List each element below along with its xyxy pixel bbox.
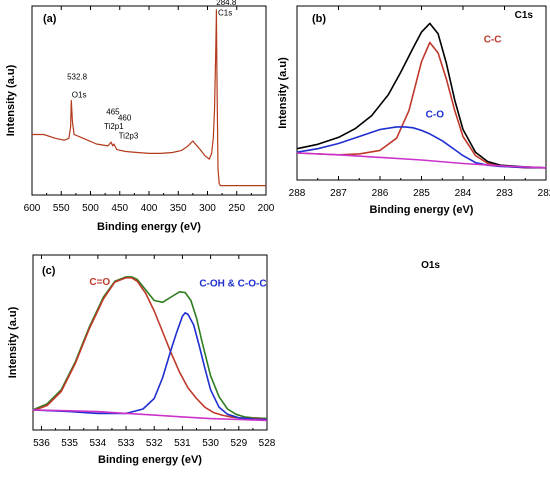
x-tick-label: 535 — [61, 438, 78, 449]
x-tick-label: 284 — [455, 188, 472, 199]
x-axis-title: Binding energy (eV) — [98, 454, 202, 466]
panel-tag: (a) — [43, 13, 57, 25]
peak-annotation: O1s — [72, 91, 87, 100]
peak-annotation: 460 — [118, 113, 132, 122]
panel-2: 288 287 286 285 284 283 282 Binding energy (eV)… — [277, 5, 550, 216]
panel-tag: (b) — [312, 13, 326, 25]
x-tick-label: 530 — [202, 438, 219, 449]
x-tick-label: 287 — [330, 188, 347, 199]
x-tick-label: 600 — [24, 203, 41, 214]
x-tick-label: 531 — [174, 438, 191, 449]
x-tick-label: 533 — [118, 438, 135, 449]
x-tick-label: 528 — [259, 438, 276, 449]
x-tick-label: 534 — [89, 438, 106, 449]
x-tick-label: 282 — [538, 188, 550, 199]
panel-3: 536 535 534 533 532 531 530 529 528 Binding energ… — [7, 254, 440, 466]
x-tick-label: 200 — [258, 203, 275, 214]
x-tick-label: 286 — [372, 188, 389, 199]
peak-annotation: C1s — [218, 8, 232, 17]
peak-annotation: Ti2p1 — [104, 122, 124, 131]
series-label: C-C — [484, 35, 502, 46]
peak-annotation: 532.8 — [67, 73, 88, 82]
panel-1: 600 550 500 450 400 350 300 250 200 Binding energ… — [5, 0, 275, 233]
y-axis-title: Intensity (a.u) — [5, 64, 17, 136]
x-tick-label: 400 — [141, 203, 158, 214]
panel-title: O1s — [421, 260, 440, 271]
x-tick-label: 300 — [199, 203, 216, 214]
x-tick-label: 250 — [228, 203, 245, 214]
x-axis-title: Binding energy (eV) — [97, 221, 201, 233]
series-line-4 — [32, 409, 268, 422]
plot-frame — [31, 5, 267, 196]
series-label: C=O — [89, 277, 110, 288]
y-axis-title: Intensity (a.u) — [277, 57, 289, 129]
x-tick-label: 536 — [33, 438, 50, 449]
peak-annotation: 284.8 — [216, 0, 237, 7]
series-line-2 — [296, 41, 546, 169]
series-line-3 — [296, 126, 547, 169]
series-line-1 — [32, 276, 268, 420]
x-tick-label: 283 — [496, 188, 513, 199]
plot-frame — [32, 254, 268, 431]
panel-title: C1s — [515, 10, 534, 21]
series-label: C-OH & C-O-C — [199, 279, 266, 290]
series-line-1 — [32, 9, 266, 187]
peak-annotation: 465 — [106, 108, 120, 117]
x-axis-title: Binding energy (eV) — [370, 204, 474, 216]
series-label: C-O — [426, 109, 445, 120]
x-tick-label: 529 — [230, 438, 247, 449]
x-tick-label: 550 — [53, 203, 70, 214]
y-axis-title: Intensity (a.u) — [7, 306, 19, 378]
series-line-1 — [296, 22, 547, 169]
series-line-2 — [32, 277, 268, 421]
x-tick-label: 285 — [413, 188, 430, 199]
x-tick-label: 500 — [82, 203, 99, 214]
peak-annotation: Ti2p3 — [119, 131, 139, 140]
series-line-4 — [296, 152, 547, 169]
panel-tag: (c) — [42, 265, 56, 277]
x-tick-label: 532 — [146, 438, 163, 449]
x-tick-label: 288 — [289, 188, 306, 199]
series-line-3 — [32, 312, 268, 421]
x-tick-label: 450 — [111, 203, 128, 214]
x-tick-label: 350 — [170, 203, 187, 214]
